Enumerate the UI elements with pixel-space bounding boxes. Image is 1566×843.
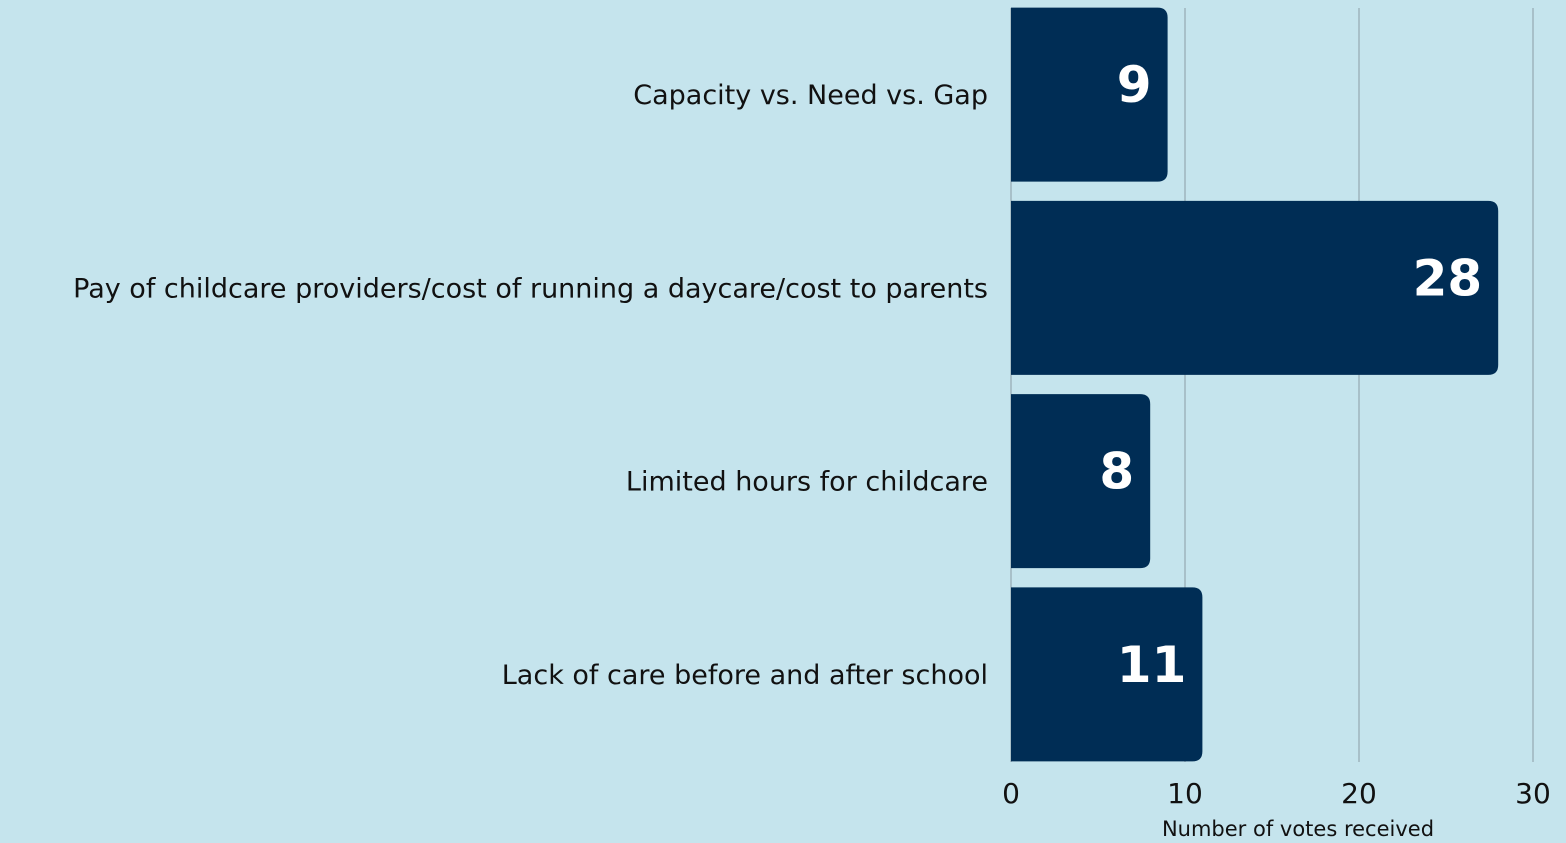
value-label: 8	[1099, 443, 1134, 501]
y-tick-label: Limited hours for childcare	[626, 467, 988, 498]
x-tick-label: 0	[1002, 777, 1020, 810]
value-label: 11	[1117, 636, 1187, 694]
y-tick-label: Capacity vs. Need vs. Gap	[633, 80, 988, 111]
y-tick-label: Pay of childcare providers/cost of runni…	[73, 273, 988, 304]
x-tick-label: 20	[1341, 777, 1377, 810]
value-label: 28	[1413, 249, 1483, 307]
x-axis-title: Number of votes received	[1162, 817, 1434, 841]
value-label: 9	[1117, 56, 1152, 114]
bar	[1011, 200, 1499, 375]
x-tick-label: 10	[1167, 777, 1203, 810]
x-tick-label: 30	[1515, 777, 1551, 810]
bar	[1011, 394, 1151, 569]
bar	[1011, 587, 1203, 762]
y-tick-label: Lack of care before and after school	[502, 660, 988, 691]
bar	[1011, 7, 1168, 182]
